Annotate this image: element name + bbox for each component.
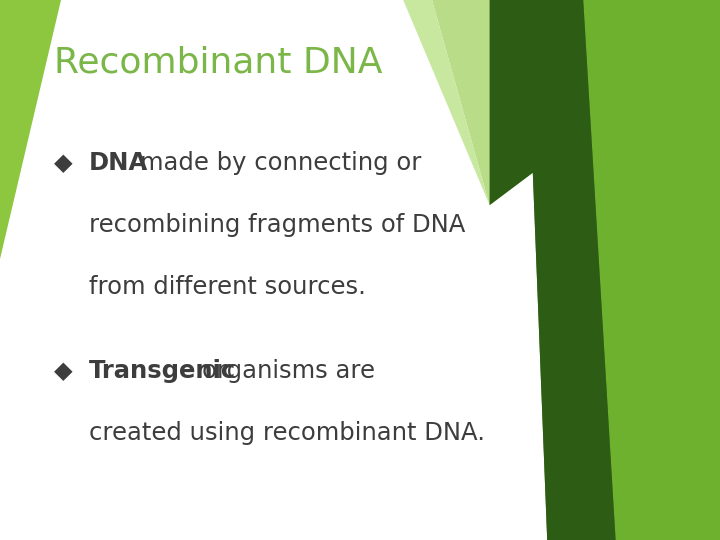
- Text: ◆: ◆: [54, 359, 73, 383]
- Polygon shape: [490, 0, 720, 540]
- Text: made by connecting or: made by connecting or: [140, 151, 422, 175]
- Polygon shape: [432, 0, 533, 205]
- Text: from different sources.: from different sources.: [89, 275, 366, 299]
- Text: DNA: DNA: [89, 151, 148, 175]
- Text: created using recombinant DNA.: created using recombinant DNA.: [89, 421, 485, 445]
- Polygon shape: [0, 0, 61, 259]
- Polygon shape: [583, 0, 720, 540]
- Text: recombining fragments of DNA: recombining fragments of DNA: [89, 213, 465, 237]
- Polygon shape: [403, 0, 490, 205]
- Polygon shape: [490, 0, 616, 540]
- Text: ◆: ◆: [54, 151, 73, 175]
- Text: Recombinant DNA: Recombinant DNA: [54, 46, 382, 80]
- Text: Transgenic: Transgenic: [89, 359, 235, 383]
- Text: organisms are: organisms are: [202, 359, 375, 383]
